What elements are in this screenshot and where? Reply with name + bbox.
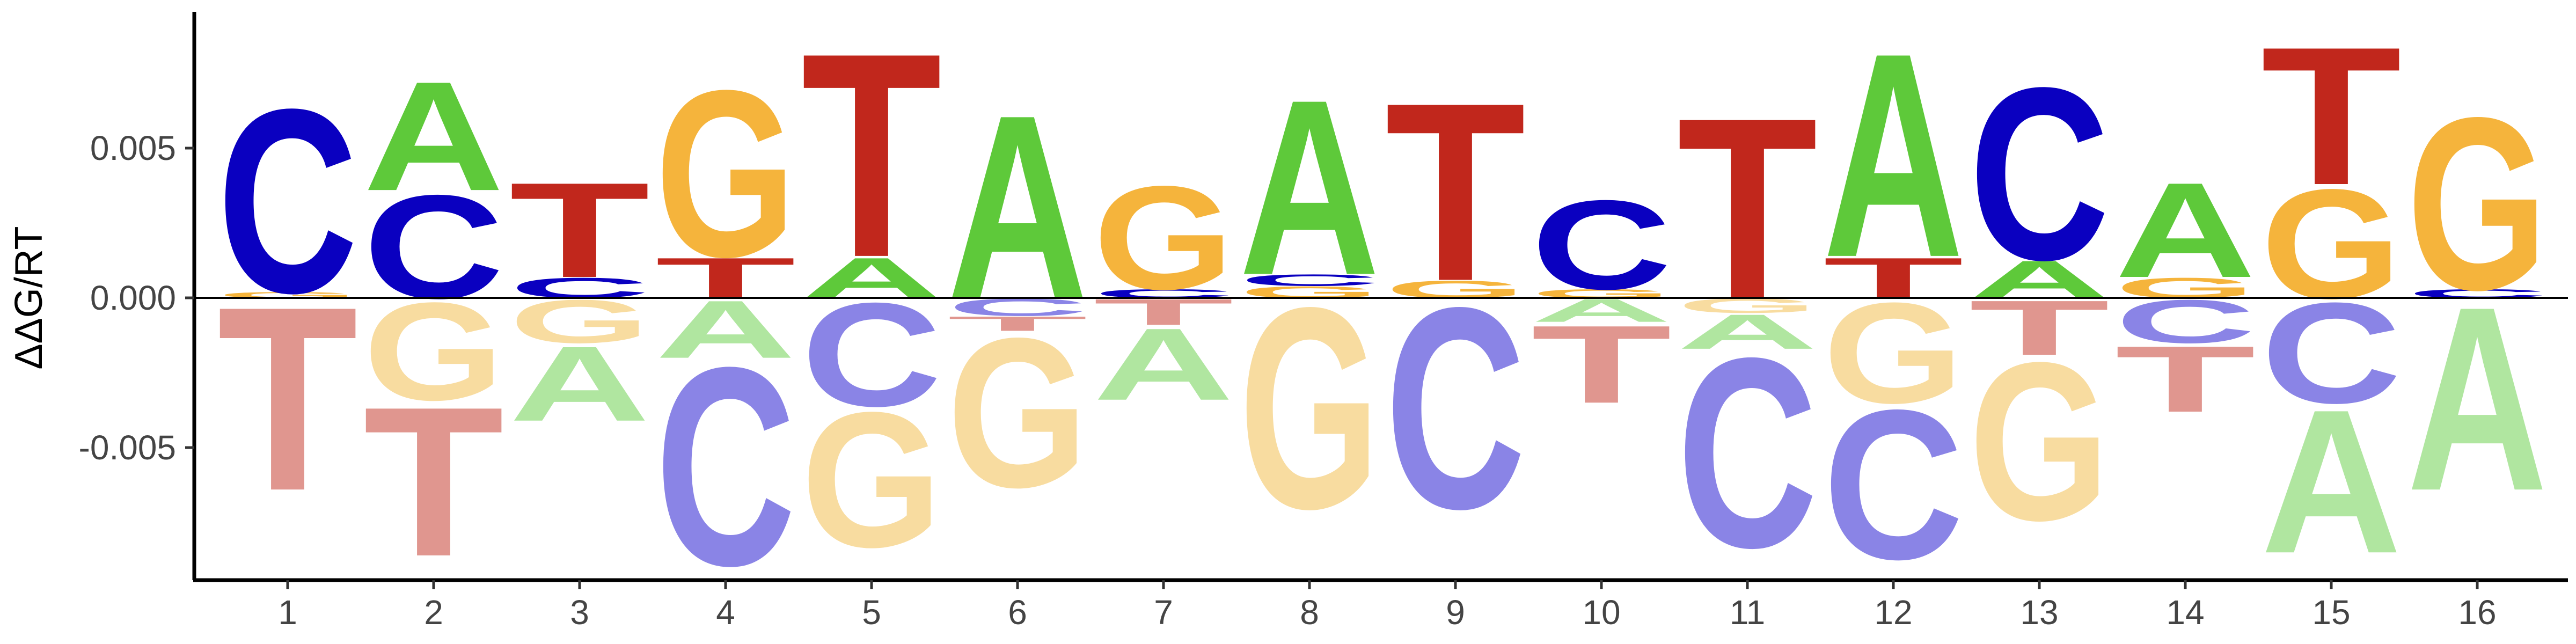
x-tick-label: 5 [862,593,881,632]
x-tick-label: 4 [716,593,735,632]
logo-letter-t-negative: T [217,253,358,546]
logo-letter-a-negative: A [2261,367,2402,596]
logo-letter-c: C [1531,174,1672,316]
logo-letter-t-negative: T [363,362,504,601]
x-tick-label: 9 [1446,593,1465,632]
logo-letter-c-negative: C [655,308,796,625]
logo-letter-a: A [363,49,504,223]
logo-letter-a-negative: A [509,324,650,443]
logo-letter-t: T [1677,64,1818,353]
x-tick-label: 14 [2166,593,2204,632]
logo-letter-a: A [2115,155,2256,306]
x-axis-ticks: 1 2 3 4 5 6 7 8 9 10 11 12 13 14 15 16 [278,580,2497,632]
y-tick-label: 0.005 [90,129,176,167]
logo-letter-g: G [2261,157,2402,331]
logo-letter-c: C [1239,271,1380,289]
logo-letter-g-negative: G [801,372,942,587]
logo-letter-a: A [947,61,1088,354]
y-tick-label: 0.000 [90,279,176,317]
logo-letter-a: A [1969,250,2110,309]
logo-letter-c-negative: C [2261,273,2402,434]
logo-letter-a-negative: A [1677,304,1818,360]
logo-letter-g-negative: G [1239,247,1380,568]
logo-letter-c: C [363,165,504,330]
logo-letter-c-negative: C [1385,247,1526,568]
logo-letter-c: C [217,55,358,348]
logo-letter-g-negative: G [1823,273,1964,433]
logo-letter-a: A [801,246,942,310]
logo-letter-c-negative: C [801,273,942,437]
y-tick-label: -0.005 [79,428,176,467]
x-tick-label: 11 [1730,593,1765,632]
x-tick-label: 6 [1008,593,1027,632]
logo-letter-g: G [655,41,796,306]
logo-letter-g: G [2407,67,2548,341]
logo-letter-c: C [1969,36,2110,311]
logo-letter-g-negative: G [1969,315,2110,567]
logo-letter-c-negative: C [1823,365,1964,604]
y-axis-title: ΔΔG/RT [8,226,50,370]
logo-letter-a-negative: A [2407,252,2548,545]
logo-letter-t: T [2261,6,2402,226]
x-tick-label: 10 [1582,593,1620,632]
logo-letter-g: G [1093,156,1234,320]
x-tick-label: 8 [1300,593,1319,632]
logo-letter-c-negative: C [1677,302,1818,604]
logo-letter-a: A [1823,0,1964,318]
logo-letter-t: T [1385,50,1526,334]
x-tick-label: 1 [278,593,297,632]
x-tick-label: 7 [1154,593,1173,632]
x-tick-label: 2 [424,593,443,632]
logo-letter-t-negative: T [947,312,1088,335]
logo-letter-t: T [801,0,942,318]
logo-letter-a: A [1239,47,1380,327]
logo-letter-g-negative: G [947,294,1088,532]
x-tick-label: 3 [570,593,589,632]
x-tick-label: 12 [1874,593,1912,632]
logo-letter-t: T [655,246,796,310]
logo-letter-t: T [509,155,650,306]
x-tick-label: 13 [2020,593,2058,632]
x-tick-label: 15 [2312,593,2350,632]
logo-letter-g-negative: G [363,274,504,429]
x-tick-label: 16 [2458,593,2496,632]
logo-letter-t-negative: T [2115,326,2256,431]
y-axis-ticks: -0.005 0.000 0.005 [79,129,194,467]
logo-letter-t: T [1823,246,1964,310]
logo-letter-a-negative: A [1093,308,1234,422]
logo-letter-t-negative: T [1531,303,1672,427]
